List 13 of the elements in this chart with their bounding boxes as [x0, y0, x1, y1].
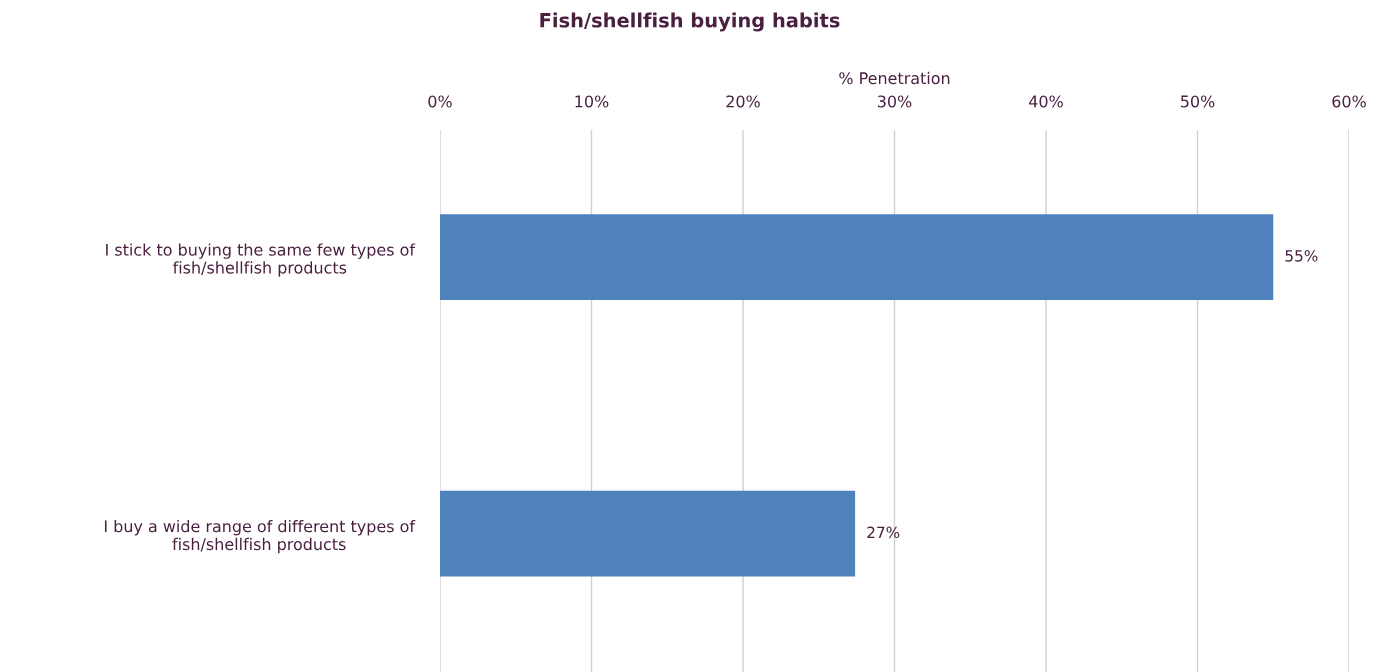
x-tick-label: 10%	[575, 95, 609, 108]
y-tick-label: I buy a wide range of different types of fish/shellfish products	[104, 519, 416, 554]
data-label: 55%	[1285, 250, 1318, 262]
x-tick-label: 20%	[726, 95, 760, 108]
chart-title: Fish/shellfish buying habits	[540, 12, 840, 32]
x-tick-label: 50%	[1180, 95, 1215, 108]
x-tick-label: 30%	[877, 95, 912, 108]
data-label: 27%	[867, 526, 900, 539]
x-tick-label: 40%	[1029, 95, 1063, 108]
x-axis-title: % Penetration	[839, 71, 950, 85]
x-tick-label: 60%	[1332, 95, 1366, 108]
y-tick-label: I stick to buying the same few types of fish/shellfish products	[106, 243, 416, 277]
x-tick-label: 0%	[428, 95, 452, 108]
